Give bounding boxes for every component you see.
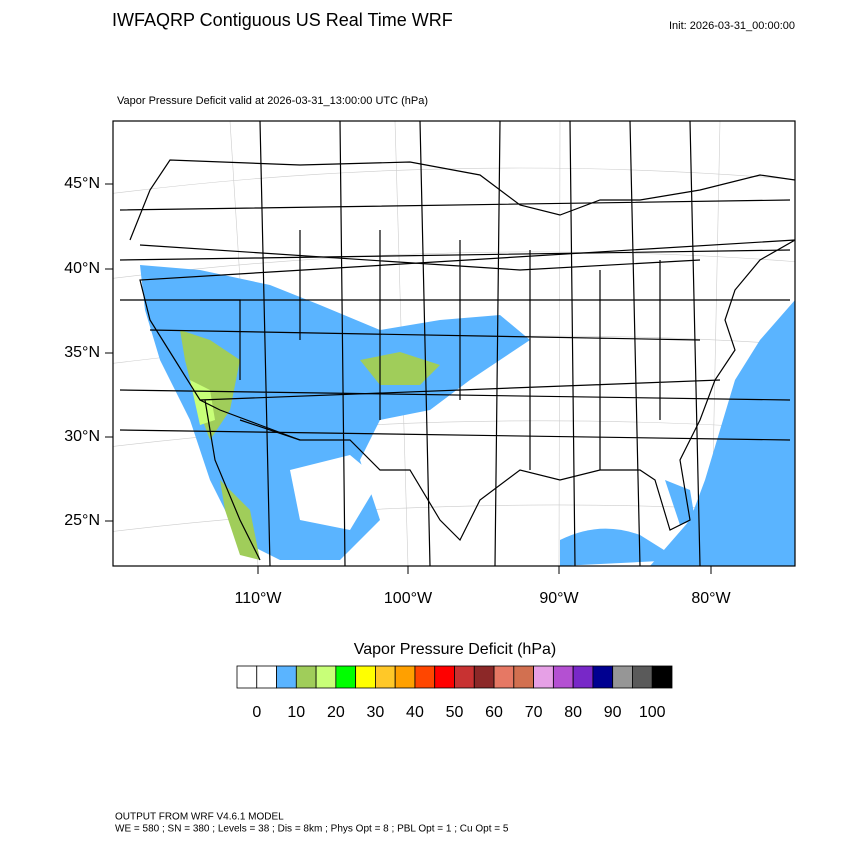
colorbar-label: 70: [525, 704, 543, 721]
colorbar-label: 20: [327, 704, 345, 721]
color-box: [572, 665, 594, 689]
color-box: [434, 665, 455, 689]
lat-label: 25°N: [64, 512, 100, 529]
lon-label: 110°W: [234, 590, 282, 607]
color-box: [375, 665, 396, 689]
map-frame: [112, 120, 796, 567]
color-box: [454, 665, 475, 689]
color-box: [533, 665, 554, 689]
colorbar-label: 40: [406, 704, 424, 721]
color-box: [612, 665, 633, 689]
colorbar-label: 30: [367, 704, 385, 721]
lat-label: 45°N: [64, 175, 100, 192]
footer-line: OUTPUT FROM WRF V4.6.1 MODEL: [115, 812, 284, 823]
colorbar-title: Vapor Pressure Deficit (hPa): [354, 641, 556, 658]
colorbar-label: 100: [639, 704, 666, 721]
colorbar: 0 10 20 30 40 50 60 70 80 90 100: [236, 665, 673, 721]
map-subtitle: Vapor Pressure Deficit valid at 2026-03-…: [117, 95, 428, 107]
color-box: [414, 665, 436, 689]
lon-label: 80°W: [691, 590, 731, 607]
lon-label: 100°W: [384, 590, 433, 607]
init-time: Init: 2026-03-31_00:00:00: [669, 20, 795, 32]
lat-labels: 45°N 40°N 35°N 30°N 25°N: [64, 175, 113, 529]
lat-label: 30°N: [64, 428, 100, 445]
color-box: [552, 665, 574, 689]
color-box: [632, 665, 653, 689]
color-box: [513, 665, 534, 689]
color-box: [592, 665, 614, 689]
lon-label: 90°W: [539, 590, 579, 607]
colorbar-label: 80: [564, 704, 582, 721]
colorbar-label: 60: [485, 704, 503, 721]
title: IWFAQRP Contiguous US Real Time WRF: [112, 10, 453, 30]
map: [113, 121, 795, 566]
footer-line: WE = 580 ; SN = 380 ; Levels = 38 ; Dis …: [115, 824, 509, 835]
colorbar-label: 90: [604, 704, 622, 721]
color-box: [493, 665, 515, 689]
color-box: [394, 665, 416, 689]
colorbar-label: 10: [287, 704, 305, 721]
color-box: [355, 665, 376, 689]
color-box: [473, 665, 495, 689]
color-box: [256, 665, 277, 689]
color-box: [236, 665, 258, 689]
colorbar-label: 50: [446, 704, 464, 721]
lat-label: 40°N: [64, 260, 100, 277]
color-box: [295, 665, 317, 689]
color-box: [315, 665, 337, 689]
color-box: [335, 665, 357, 689]
lon-labels: 110°W 100°W 90°W 80°W: [234, 566, 732, 607]
lat-label: 35°N: [64, 344, 100, 361]
color-box: [651, 665, 673, 689]
colorbar-label: 0: [252, 704, 261, 721]
color-box: [276, 665, 297, 689]
